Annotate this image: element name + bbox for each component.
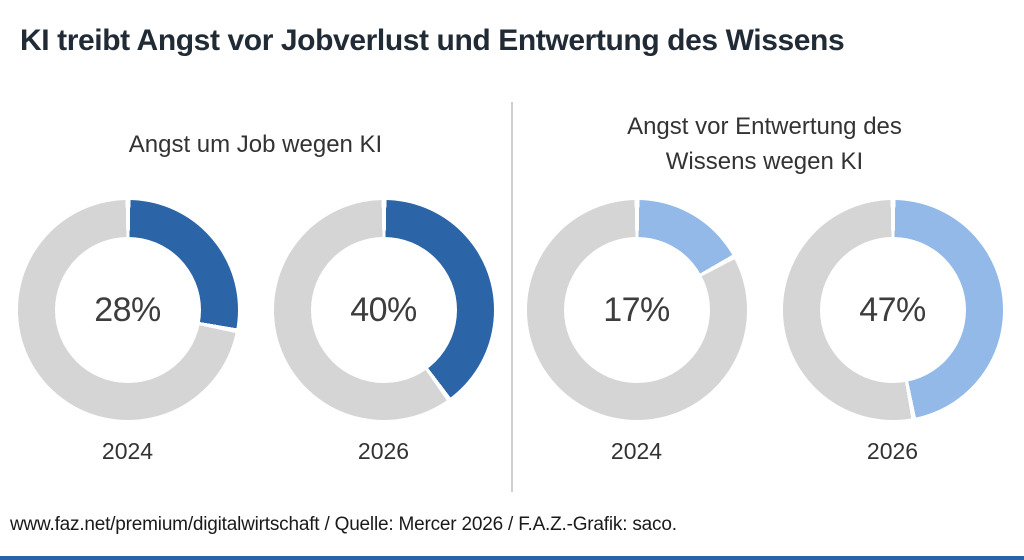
donut-hole: 28% (54, 237, 201, 383)
donut-hole: 17% (563, 237, 710, 383)
donut-row-left: 28% 2024 40% 2026 (0, 200, 511, 465)
section-title-knowledge: Angst vor Entwertung des Wissens wegen K… (513, 98, 1016, 190)
section-title-line2: Wissens wegen KI (665, 148, 864, 175)
donut-hole: 40% (310, 237, 457, 383)
donut-group-job-2024: 28% 2024 (17, 200, 238, 465)
donut-group-knowledge-2024: 17% 2024 (526, 200, 747, 465)
percent-label: 17% (603, 290, 670, 329)
year-label: 2024 (610, 438, 663, 464)
donut-chart-job-2026: 40% (273, 200, 494, 420)
donut-chart-job-2024: 28% (17, 200, 238, 420)
year-label: 2026 (357, 438, 410, 464)
percent-label: 28% (94, 290, 161, 329)
page-title: KI treibt Angst vor Jobverlust und Entwe… (20, 24, 845, 57)
percent-label: 47% (859, 290, 926, 329)
percent-label: 40% (350, 290, 417, 329)
donut-chart-knowledge-2026: 47% (782, 200, 1003, 420)
section-knowledge-fear: Angst vor Entwertung des Wissens wegen K… (513, 98, 1016, 492)
section-title-line1: Angst vor Entwertung des (627, 113, 902, 140)
year-label: 2026 (866, 438, 919, 464)
source-credit-line: www.faz.net/premium/digitalwirtschaft / … (10, 514, 677, 535)
donut-row-right: 17% 2024 47% 2026 (513, 200, 1016, 465)
donut-group-knowledge-2026: 47% 2026 (782, 200, 1003, 465)
section-title-job: Angst um Job wegen KI (128, 130, 383, 158)
vertical-divider (511, 102, 513, 492)
chart-area: Angst um Job wegen KI 28% 2024 40% (0, 98, 1024, 492)
section-job-fear: Angst um Job wegen KI 28% 2024 40% (0, 98, 511, 492)
bottom-accent-bar (0, 556, 1024, 560)
donut-chart-knowledge-2024: 17% (526, 200, 747, 420)
donut-group-job-2026: 40% 2026 (273, 200, 494, 465)
donut-hole: 47% (819, 237, 966, 383)
year-label: 2024 (101, 438, 154, 464)
